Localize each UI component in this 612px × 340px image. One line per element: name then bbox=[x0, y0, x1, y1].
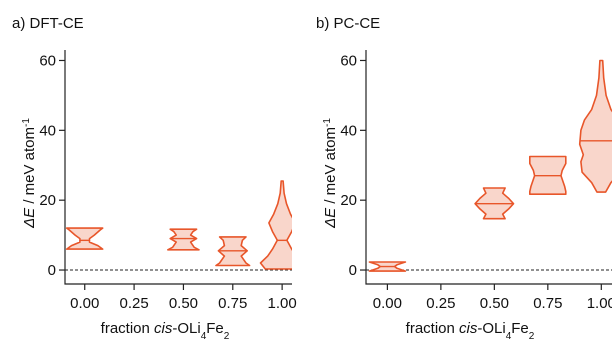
plot-area-a: 0 20 40 60 0.00 0.25 0.50 0.75 1.00 bbox=[39, 50, 297, 312]
y-tick-label: 40 bbox=[340, 122, 357, 139]
y-tick-label: 0 bbox=[349, 262, 357, 279]
panel-pc-ce: b) PC-CE 0 20 40 60 0.00 0.25 0.50 0.75 1.00 ΔE … bbox=[316, 15, 612, 340]
x-tick-label: 0.75 bbox=[218, 295, 247, 312]
panel-dft-ce: a) DFT-CE 0 20 40 60 0.00 0.25 0.50 0.75 1.00 ΔE… bbox=[12, 15, 297, 340]
violin-1.00 bbox=[578, 59, 612, 193]
plot-area-b: 0 20 40 60 0.00 0.25 0.50 0.75 1.00 bbox=[340, 50, 612, 312]
x-axis-label-b: fraction cis-OLi4Fe2 bbox=[406, 320, 535, 340]
x-tick-label: 0.50 bbox=[480, 295, 509, 312]
y-tick-label: 60 bbox=[340, 52, 357, 69]
x-axis-label-a: fraction cis-OLi4Fe2 bbox=[101, 320, 230, 340]
violin-1.00 bbox=[259, 180, 292, 270]
violin-0.50 bbox=[167, 228, 200, 251]
y-tick-label: 60 bbox=[39, 52, 56, 69]
x-tick-label: 1.00 bbox=[268, 295, 297, 312]
violin-0.00 bbox=[65, 227, 104, 250]
x-tick-label: 0.25 bbox=[426, 295, 455, 312]
x-tick-label: 0.50 bbox=[169, 295, 198, 312]
panel-title-a: a) DFT-CE bbox=[12, 15, 84, 32]
y-tick-label: 20 bbox=[340, 192, 357, 209]
x-tick-label: 0.00 bbox=[70, 295, 99, 312]
y-tick-label: 40 bbox=[39, 122, 56, 139]
x-tick-label: 0.00 bbox=[373, 295, 402, 312]
y-axis-label-b: ΔE / meV atom-1 bbox=[322, 118, 340, 229]
x-tick-label: 0.75 bbox=[533, 295, 562, 312]
x-tick-label: 0.25 bbox=[119, 295, 148, 312]
axes bbox=[365, 50, 612, 285]
x-tick-label: 1.00 bbox=[587, 295, 612, 312]
y-tick-label: 20 bbox=[39, 192, 56, 209]
panel-title-b: b) PC-CE bbox=[316, 15, 380, 32]
y-tick-label: 0 bbox=[48, 262, 56, 279]
y-axis-label-a: ΔE / meV atom-1 bbox=[21, 118, 39, 229]
axes bbox=[64, 50, 292, 285]
